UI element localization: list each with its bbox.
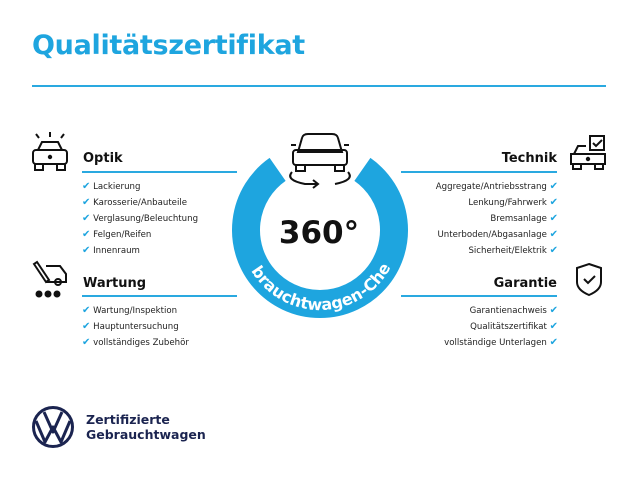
wartung-title: Wartung: [83, 276, 147, 291]
list-item: ✔ Lackierung: [82, 181, 141, 192]
list-item: Sicherheit/Elektrik ✔: [468, 245, 558, 256]
list-item: Bremsanlage ✔: [490, 213, 558, 224]
list-item: ✔ vollständiges Zubehör: [82, 337, 189, 348]
title-divider: [32, 85, 606, 87]
vw-logo: [32, 406, 74, 448]
list-item: ✔ Wartung/Inspektion: [82, 305, 178, 316]
list-item: ✔ Karosserie/Anbauteile: [82, 197, 188, 208]
optik-divider: [82, 171, 237, 173]
car-checkbox-icon: [570, 135, 606, 170]
list-item: ✔ Verglasung/Beleuchtung: [82, 213, 199, 224]
center-value: 360°: [279, 215, 359, 251]
list-item: vollständige Unterlagen ✔: [444, 337, 558, 348]
brand-line2: Gebrauchtwagen: [86, 427, 206, 442]
technik-title: Technik: [501, 151, 557, 166]
car-lights-icon: [32, 132, 68, 171]
garantie-list: Garantienachweis ✔ Qualitätszertifikat ✔…: [444, 303, 558, 351]
brand-line1: Zertifizierte: [86, 412, 170, 427]
page-title: Qualitätszertifikat: [32, 30, 305, 61]
list-item: Unterboden/Abgasanlage ✔: [437, 229, 559, 240]
garantie-title: Garantie: [493, 276, 557, 291]
optik-title: Optik: [83, 151, 123, 166]
list-item: Lenkung/Fahrwerk ✔: [468, 197, 558, 208]
list-item: Aggregate/Antriebsstrang ✔: [435, 181, 558, 192]
wartung-list: ✔ Wartung/Inspektion ✔ Hauptuntersuchung…: [82, 303, 189, 351]
list-item: Qualitätszertifikat ✔: [470, 321, 558, 332]
optik-list: ✔ Lackierung ✔ Karosserie/Anbauteile ✔ V…: [82, 179, 198, 259]
shield-check-icon: [576, 262, 602, 297]
list-item: ✔ Hauptuntersuchung: [82, 321, 179, 332]
list-item: ✔ Felgen/Reifen: [82, 229, 152, 240]
garantie-divider: [401, 295, 557, 297]
brand-name: Zertifizierte Gebrauchtwagen: [86, 412, 206, 442]
car-rotate-icon: [289, 133, 351, 189]
ring-arc: [232, 157, 408, 318]
list-item: Garantienachweis ✔: [469, 305, 558, 316]
technik-divider: [401, 171, 557, 173]
wartung-divider: [82, 295, 237, 297]
technik-list: Aggregate/Antriebsstrang ✔ Lenkung/Fahrw…: [436, 179, 558, 259]
list-item: ✔ Innenraum: [82, 245, 140, 256]
service-tools-icon: [32, 260, 67, 298]
